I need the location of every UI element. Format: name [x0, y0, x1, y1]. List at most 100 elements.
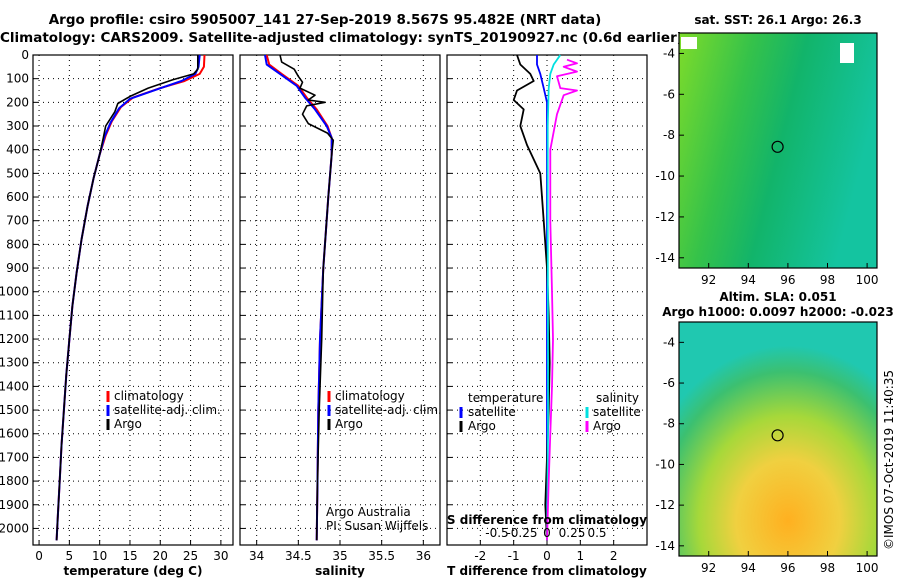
map-y-tick-label: -6: [663, 376, 675, 390]
y-tick-label: 1900: [0, 498, 29, 512]
x2-tick-label: 0.5: [587, 526, 606, 540]
series-line-temperature-argo: [512, 54, 551, 541]
x2-tick-label: 0.25: [559, 526, 586, 540]
y-tick-label: 1100: [0, 308, 29, 322]
x-tick-label: 34.5: [285, 549, 312, 563]
map-x-tick-label: 96: [780, 561, 795, 575]
series-line-salinity-satellite: [546, 54, 562, 541]
x-tick-label: -1: [508, 549, 520, 563]
y-tick-label: 1400: [0, 379, 29, 393]
series-line-temperature-satellite: [536, 55, 548, 541]
panel-frame: [32, 54, 234, 546]
x-tick-label: -2: [474, 549, 486, 563]
y-tick-label: 200: [6, 95, 29, 109]
figure-title-line-1: Argo profile: csiro 5905007_141 27-Sep-2…: [48, 12, 602, 28]
map-y-tick-label: -12: [655, 210, 675, 224]
series-line-argo: [55, 55, 199, 541]
x-tick-label: 10: [92, 549, 107, 563]
map-panel-1: 92 94 96 98 100 -4 -6 -8 -10 -12 -14 sat. SST: 26.1…: [655, 13, 878, 287]
cloud-mask: [681, 37, 697, 49]
map-x-tick-label: 98: [820, 561, 835, 575]
footer-stamp: ©IMOS 07-Oct-2019 11:40:35: [882, 370, 896, 550]
map-x-tick-label: 100: [856, 561, 879, 575]
map-title: Altim. SLA: 0.051: [719, 290, 836, 304]
legend-label: climatology: [114, 389, 184, 403]
legend-label: Argo: [114, 417, 142, 431]
x-tick-label: 30: [213, 549, 228, 563]
series-line-salinity-argo: [546, 58, 578, 541]
series-line-climatology: [55, 54, 206, 541]
x-axis-label: temperature (deg C): [64, 564, 203, 578]
x-tick-label: 34: [249, 549, 264, 563]
x-tick-label: 25: [183, 549, 198, 563]
map-title: sat. SST: 26.1 Argo: 26.3: [694, 13, 861, 27]
map-x-tick-label: 100: [856, 273, 879, 287]
credit-line: PI: Susan Wijffels: [326, 519, 428, 533]
series-line-argo: [279, 54, 335, 541]
x-tick-label: 2: [610, 549, 618, 563]
map-y-tick-label: -8: [663, 128, 675, 142]
map-y-tick-label: -4: [663, 46, 675, 60]
sla-field: [679, 322, 877, 556]
map-x-tick-label: 92: [701, 561, 716, 575]
x-axis-label: salinity: [315, 564, 365, 578]
x-tick-label: 36: [416, 549, 431, 563]
y-tick-label: 800: [6, 237, 29, 251]
y-tick-label: 300: [6, 119, 29, 133]
y-tick-label: 400: [6, 143, 29, 157]
map-y-tick-label: -8: [663, 417, 675, 431]
profile-panel-1: 0 5 10 15 20 25 30 temperature (deg C) 0 100 200 30…: [0, 48, 234, 578]
x-tick-label: 0: [35, 549, 43, 563]
x-tick-label: 15: [122, 549, 137, 563]
y-tick-label: 1000: [0, 285, 29, 299]
y-tick-label: 1600: [0, 427, 29, 441]
x2-axis-label: S difference from climatology: [447, 513, 647, 527]
y-tick-label: 700: [6, 214, 29, 228]
x-tick-label: 35: [332, 549, 347, 563]
x-tick-label: 0: [543, 549, 551, 563]
y-tick-label: 500: [6, 166, 29, 180]
profile-panel-3: -2 -1 0 1 2T difference from climatology -0.5…: [446, 54, 648, 578]
map-frame: [678, 321, 878, 557]
figure-title-line-2: Climatology: CARS2009. Satellite-adjuste…: [0, 30, 683, 46]
series-line-satellite-adj-clim-: [55, 54, 201, 541]
legend-label: satellite-adj. clim.: [114, 403, 221, 417]
series-line-satellite-adj-clim-: [264, 54, 333, 541]
x-tick-label: 35.5: [368, 549, 395, 563]
map-x-tick-label: 98: [820, 273, 835, 287]
legend-label: Argo: [335, 417, 363, 431]
y-tick-label: 1800: [0, 474, 29, 488]
y-tick-label: 1300: [0, 356, 29, 370]
y-tick-label: 900: [6, 261, 29, 275]
legend-title: temperature: [468, 391, 543, 405]
map-x-tick-label: 94: [741, 273, 756, 287]
x2-tick-label: -0.25: [506, 526, 537, 540]
x-tick-label: 5: [66, 549, 74, 563]
legend-label: satellite: [593, 405, 641, 419]
map-x-tick-label: 96: [780, 273, 795, 287]
legend-label: satellite-adj. clim.: [335, 403, 442, 417]
map-y-tick-label: -10: [655, 457, 675, 471]
y-tick-label: 600: [6, 190, 29, 204]
argo-location-marker: [771, 140, 784, 153]
map-y-tick-label: -4: [663, 335, 675, 349]
map-subtitle: Argo h1000: 0.0097 h2000: -0.023: [662, 305, 893, 319]
argo-location-marker: [771, 429, 784, 442]
map-x-tick-label: 94: [741, 561, 756, 575]
y-tick-label: 1200: [0, 332, 29, 346]
map-y-tick-label: -14: [655, 251, 675, 265]
map-y-tick-label: -12: [655, 498, 675, 512]
map-panel-2: 92 94 96 98 100 -4 -6 -8 -10 -12 -14 Altim. SLA: 0.…: [655, 290, 893, 575]
map-x-tick-label: 92: [701, 273, 716, 287]
map-frame: [678, 32, 878, 269]
legend-title: salinity: [596, 391, 639, 405]
y-tick-label: 2000: [0, 521, 29, 535]
map-y-tick-label: -14: [655, 539, 675, 553]
y-tick-label: 0: [21, 48, 29, 62]
map-y-tick-label: -10: [655, 169, 675, 183]
legend-label: Argo: [468, 419, 496, 433]
legend-label: climatology: [335, 389, 405, 403]
sst-field: [679, 33, 877, 268]
y-tick-label: 1700: [0, 450, 29, 464]
